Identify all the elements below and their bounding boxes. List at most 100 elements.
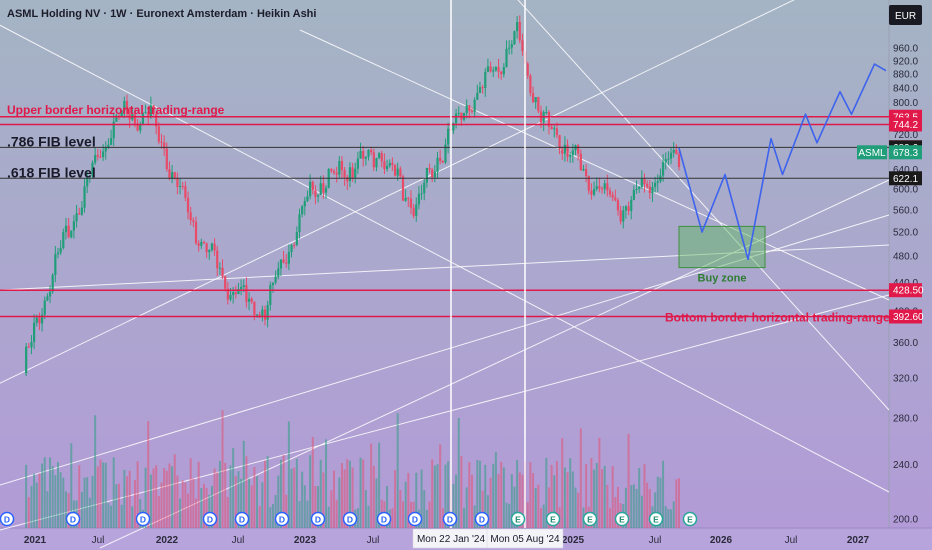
price-marker-label: 622.1 — [893, 174, 918, 185]
candle-body — [274, 276, 277, 283]
y-tick-label: 320.0 — [893, 373, 918, 384]
event-marker-label[interactable]: E — [515, 515, 521, 525]
candle-body — [197, 243, 200, 246]
volume-bar — [314, 486, 317, 528]
candle-body — [311, 181, 314, 191]
event-marker-label[interactable]: D — [239, 515, 245, 525]
candle-body — [266, 304, 269, 320]
event-marker-label[interactable]: D — [140, 515, 146, 525]
event-marker-label[interactable]: D — [315, 515, 321, 525]
volume-bar — [529, 462, 532, 528]
event-marker-label[interactable]: E — [619, 515, 625, 525]
candle-body — [547, 112, 551, 127]
candle-body — [627, 206, 630, 211]
volume-bar — [611, 466, 614, 528]
candle-body — [102, 151, 105, 158]
volume-bar — [585, 464, 588, 528]
price-marker-badge — [889, 171, 922, 186]
earnings-marker-icon[interactable] — [682, 511, 698, 527]
candle-body — [194, 221, 198, 244]
event-marker-label[interactable]: D — [479, 515, 485, 525]
candle-body — [391, 162, 394, 165]
volume-bar — [473, 505, 476, 528]
dividend-marker-icon[interactable] — [234, 511, 250, 527]
candle-body — [611, 194, 614, 198]
earnings-marker-icon[interactable] — [510, 511, 526, 527]
candle-body — [577, 145, 580, 154]
dividend-marker-icon[interactable] — [0, 511, 15, 527]
dividend-marker-icon[interactable] — [65, 511, 81, 527]
volume-bar — [200, 488, 203, 528]
candle-body — [486, 66, 490, 72]
earnings-marker-icon[interactable] — [582, 511, 598, 527]
candle-body — [558, 135, 561, 150]
candle-body — [33, 322, 36, 342]
candle-body — [330, 169, 333, 172]
volume-bar — [176, 475, 179, 528]
volume-bar — [317, 486, 320, 528]
volume-bar — [35, 482, 38, 528]
event-marker-label[interactable]: D — [4, 515, 10, 525]
volume-bar — [481, 490, 484, 528]
y-tick-label: 840.0 — [893, 84, 918, 95]
dividend-marker-icon[interactable] — [376, 511, 392, 527]
volume-bar — [102, 462, 105, 528]
volume-bar — [460, 456, 463, 528]
dividend-marker-icon[interactable] — [310, 511, 326, 527]
volume-bar — [88, 497, 91, 528]
volume-bar — [287, 421, 290, 528]
event-marker-label[interactable]: D — [347, 515, 353, 525]
dividend-marker-icon[interactable] — [274, 511, 290, 527]
candle-body — [622, 210, 625, 222]
dividend-marker-icon[interactable] — [202, 511, 218, 527]
event-marker-label[interactable]: D — [207, 515, 213, 525]
event-marker-label[interactable]: E — [653, 515, 659, 525]
earnings-marker-icon[interactable] — [648, 511, 664, 527]
volume-bar — [157, 496, 160, 528]
candle-body — [213, 243, 216, 251]
date-highlight-label: Mon 22 Jan '24 — [417, 534, 486, 545]
candle-body — [346, 177, 349, 182]
volume-bar — [452, 483, 455, 528]
candle-body — [147, 112, 150, 117]
earnings-marker-icon[interactable] — [545, 511, 561, 527]
candle-body — [237, 289, 240, 294]
candle-body — [500, 71, 503, 75]
event-marker-label[interactable]: D — [381, 515, 387, 525]
candle-body — [67, 225, 70, 238]
dividend-marker-icon[interactable] — [135, 511, 151, 527]
dividend-marker-icon[interactable] — [407, 511, 423, 527]
event-marker-label[interactable]: D — [412, 515, 418, 525]
dividend-marker-icon[interactable] — [342, 511, 358, 527]
candle-body — [83, 186, 86, 208]
volume-bar — [43, 457, 46, 528]
volume-bar — [173, 454, 176, 528]
event-marker-label[interactable]: E — [687, 515, 693, 525]
currency-badge[interactable] — [889, 5, 922, 25]
candle-body — [590, 190, 593, 195]
volume-bar — [494, 451, 497, 528]
candle-body — [27, 346, 30, 348]
candle-body — [324, 187, 328, 193]
candle-body — [550, 126, 553, 130]
event-marker-label[interactable]: E — [587, 515, 593, 525]
event-marker-label[interactable]: D — [279, 515, 285, 525]
earnings-marker-icon[interactable] — [614, 511, 630, 527]
dividend-marker-icon[interactable] — [442, 511, 458, 527]
candle-body — [255, 314, 259, 316]
volume-bar — [532, 473, 535, 528]
event-marker-label[interactable]: D — [447, 515, 453, 525]
volume-bar — [325, 439, 328, 528]
dividend-marker-icon[interactable] — [474, 511, 490, 527]
volume-bar — [471, 474, 473, 528]
x-tick-label: Jul — [785, 535, 798, 546]
currency-label[interactable]: EUR — [895, 11, 916, 22]
event-marker-label[interactable]: E — [550, 515, 556, 525]
candle-body — [635, 189, 638, 191]
volume-bar — [57, 462, 59, 528]
volume-bar — [133, 480, 136, 528]
event-marker-label[interactable]: D — [70, 515, 76, 525]
candle-body — [261, 309, 264, 316]
volume-bar — [253, 467, 256, 528]
